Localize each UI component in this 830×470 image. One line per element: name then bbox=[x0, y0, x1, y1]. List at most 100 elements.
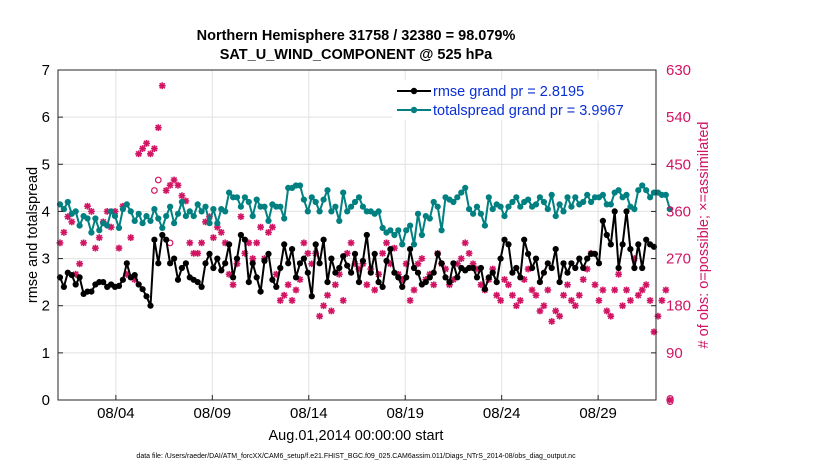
rmse-point bbox=[509, 269, 516, 276]
rmse-point bbox=[143, 293, 150, 300]
assimilated-marker bbox=[379, 249, 386, 257]
rmse-point bbox=[344, 262, 351, 269]
assimilated-stroke bbox=[296, 276, 304, 283]
assimilated-stroke bbox=[501, 276, 508, 283]
possible-marker bbox=[150, 187, 158, 194]
spread-point bbox=[635, 187, 642, 194]
assimilated-stroke bbox=[517, 297, 524, 304]
assimilated-marker bbox=[457, 255, 465, 262]
assimilated-marker bbox=[666, 396, 674, 404]
assimilated-marker bbox=[501, 276, 508, 283]
assimilated-stroke bbox=[159, 82, 166, 89]
assimilated-stroke bbox=[509, 292, 516, 299]
assimilated-marker bbox=[253, 239, 261, 247]
rmse-point bbox=[115, 282, 123, 289]
assimilated-stroke bbox=[379, 250, 386, 257]
y2-tick-label: 450 bbox=[666, 156, 691, 173]
spread-point bbox=[147, 217, 154, 224]
assimilated-stroke bbox=[521, 276, 528, 283]
rmse-point bbox=[576, 255, 583, 262]
assimilated-marker bbox=[556, 312, 564, 320]
spread-point bbox=[261, 203, 268, 210]
rmse-point bbox=[407, 246, 414, 253]
spread-point bbox=[72, 208, 79, 215]
assimilated-stroke bbox=[324, 292, 331, 299]
assimilated-marker bbox=[646, 297, 654, 304]
rmse-point bbox=[631, 264, 638, 272]
spread-point bbox=[544, 206, 551, 213]
assimilated-stroke bbox=[253, 239, 260, 246]
assimilated-stroke bbox=[332, 281, 339, 288]
rmse-point bbox=[292, 274, 300, 281]
spread-point bbox=[473, 203, 481, 210]
x-tick-label: 08/24 bbox=[483, 405, 521, 422]
rmse-point bbox=[603, 231, 610, 239]
y-tick-label: 5 bbox=[42, 156, 50, 173]
assimilated-marker bbox=[331, 281, 339, 289]
assimilated-stroke bbox=[528, 286, 536, 294]
rmse-point bbox=[552, 246, 559, 253]
assimilated-stroke bbox=[68, 218, 75, 226]
rmse-point bbox=[532, 255, 540, 262]
assimilated-marker bbox=[178, 192, 186, 200]
assimilated-stroke bbox=[564, 281, 571, 288]
rmse-point bbox=[76, 274, 83, 281]
spread-point bbox=[151, 206, 158, 213]
spread-point bbox=[249, 213, 256, 220]
spread-point bbox=[407, 222, 414, 229]
rmse-point bbox=[230, 274, 237, 281]
assimilated-stroke bbox=[167, 182, 174, 189]
assimilated-marker bbox=[662, 286, 670, 294]
assimilated-stroke bbox=[288, 297, 296, 304]
y-tick-label: 3 bbox=[42, 251, 50, 268]
assimilated-marker bbox=[623, 286, 630, 294]
spread-point bbox=[505, 203, 512, 210]
rmse-point bbox=[222, 260, 229, 267]
assimilated-stroke bbox=[532, 292, 540, 299]
spread-point bbox=[135, 210, 142, 217]
rmse-series bbox=[56, 208, 658, 309]
rmse-point bbox=[88, 288, 95, 295]
spread-point bbox=[210, 206, 217, 213]
assimilated-marker bbox=[80, 239, 87, 247]
rmse-point bbox=[568, 260, 575, 267]
assimilated-marker bbox=[91, 244, 99, 252]
spread-point bbox=[281, 215, 288, 222]
rmse-point bbox=[194, 279, 201, 286]
assimilated-marker bbox=[512, 302, 520, 310]
assimilated-marker bbox=[316, 312, 324, 320]
assimilated-marker bbox=[292, 286, 300, 294]
assimilated-marker bbox=[237, 213, 245, 221]
rmse-point bbox=[202, 260, 209, 267]
spread-point bbox=[536, 194, 544, 201]
spread-point bbox=[351, 198, 359, 206]
assimilated-stroke bbox=[336, 271, 343, 278]
rmse-point bbox=[387, 246, 394, 253]
spread-point bbox=[430, 198, 437, 206]
spread-point bbox=[324, 187, 331, 194]
assimilated-stroke bbox=[505, 281, 512, 288]
legend-rmse-label: rmse grand pr = 2.8195 bbox=[433, 84, 584, 100]
assimilated-marker bbox=[300, 239, 308, 247]
y2-tick-label: 90 bbox=[666, 345, 683, 362]
assimilated-stroke bbox=[552, 307, 559, 315]
assimilated-stroke bbox=[320, 302, 327, 309]
assimilated-stroke bbox=[135, 150, 142, 157]
assimilated-marker bbox=[127, 234, 135, 242]
assimilated-stroke bbox=[580, 276, 587, 283]
chart-title-line2: SAT_U_WIND_COMPONENT @ 525 hPa bbox=[220, 47, 493, 63]
x-tick-label: 08/29 bbox=[579, 405, 617, 422]
assimilated-marker bbox=[552, 307, 560, 315]
spread-point bbox=[245, 198, 252, 206]
assimilated-stroke bbox=[155, 124, 162, 131]
assimilated-stroke bbox=[466, 250, 473, 257]
assimilated-marker bbox=[95, 234, 103, 242]
spread-point bbox=[206, 220, 213, 227]
assimilated-marker bbox=[430, 281, 438, 289]
assimilated-marker bbox=[560, 291, 567, 299]
assimilated-marker bbox=[599, 286, 607, 294]
assimilated-stroke bbox=[170, 176, 178, 184]
rmse-point bbox=[635, 241, 642, 248]
assimilated-stroke bbox=[96, 234, 103, 241]
assimilated-marker bbox=[288, 297, 296, 304]
